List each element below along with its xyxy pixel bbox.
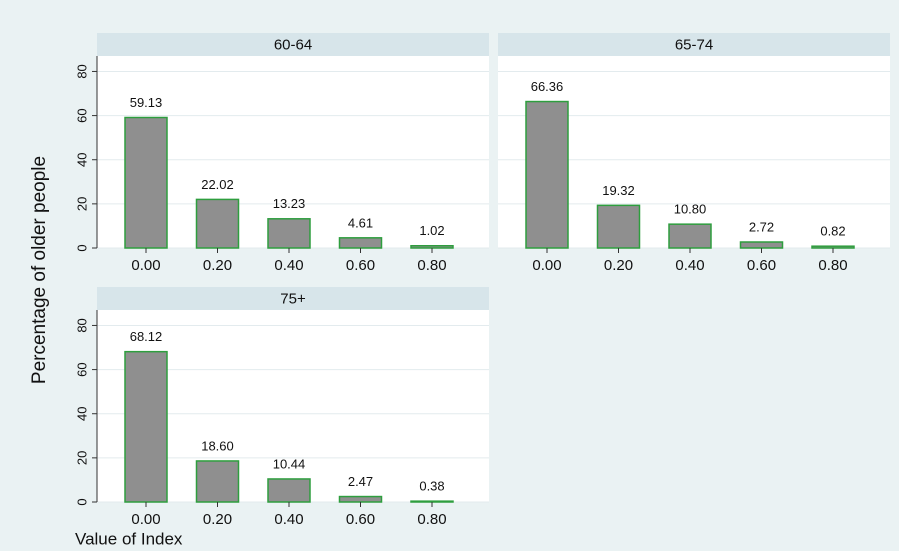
bar — [195, 460, 240, 503]
y-tick-label: 80 — [74, 318, 89, 332]
bar — [338, 237, 383, 249]
x-tick-label: 0.00 — [131, 257, 160, 274]
value-label: 1.02 — [419, 223, 444, 238]
y-tick-label: 60 — [74, 108, 89, 122]
bar — [525, 100, 569, 249]
value-label: 66.36 — [531, 79, 564, 94]
y-tick-label: 40 — [74, 406, 89, 420]
bar — [668, 223, 712, 249]
bar — [195, 198, 240, 249]
bar — [811, 245, 855, 249]
value-label: 18.60 — [201, 438, 234, 453]
x-tick-label: 0.20 — [203, 257, 232, 274]
x-tick-label: 0.00 — [532, 257, 561, 274]
x-tick-label: 0.60 — [346, 511, 375, 528]
value-label: 10.44 — [273, 456, 306, 471]
value-label: 0.82 — [820, 224, 845, 239]
bar — [739, 241, 784, 249]
y-tick-label: 80 — [74, 64, 89, 78]
bar — [124, 116, 168, 249]
value-label: 2.47 — [348, 474, 373, 489]
y-tick-label: 20 — [74, 197, 89, 211]
bar — [267, 478, 311, 503]
bar — [596, 204, 641, 249]
panel-title: 60-64 — [274, 36, 312, 53]
x-tick-label: 0.40 — [675, 257, 704, 274]
x-tick-label: 0.40 — [274, 257, 303, 274]
bar — [410, 500, 454, 503]
x-tick-label: 0.60 — [747, 257, 776, 274]
y-tick-label: 0 — [74, 498, 89, 505]
y-tick-label: 60 — [74, 362, 89, 376]
bar — [124, 350, 168, 503]
y-tick-label: 20 — [74, 451, 89, 465]
value-label: 0.38 — [419, 479, 444, 494]
strip — [97, 287, 489, 310]
panel-title: 75+ — [280, 290, 306, 307]
x-tick-label: 0.80 — [818, 257, 847, 274]
x-tick-label: 0.80 — [417, 511, 446, 528]
value-label: 59.13 — [130, 95, 163, 110]
y-tick-label: 40 — [74, 152, 89, 166]
x-tick-label: 0.40 — [274, 511, 303, 528]
x-tick-label: 0.60 — [346, 257, 375, 274]
value-label: 22.02 — [201, 177, 234, 192]
value-label: 19.32 — [602, 183, 635, 198]
value-label: 13.23 — [273, 196, 306, 211]
strip — [498, 33, 890, 56]
value-label: 4.61 — [348, 215, 373, 230]
strip — [97, 33, 489, 56]
panel-title: 65-74 — [675, 36, 713, 53]
x-tick-label: 0.80 — [417, 257, 446, 274]
y-tick-label: 0 — [74, 244, 89, 251]
bar — [267, 218, 311, 249]
x-tick-label: 0.20 — [604, 257, 633, 274]
value-label: 2.72 — [749, 219, 774, 234]
value-label: 10.80 — [674, 202, 707, 217]
value-label: 68.12 — [130, 329, 163, 344]
bar — [410, 244, 454, 249]
x-tick-label: 0.20 — [203, 511, 232, 528]
bar — [338, 495, 383, 503]
x-tick-label: 0.00 — [131, 511, 160, 528]
x-axis-label: Value of Index — [75, 529, 183, 548]
y-axis-label: Percentage of older people — [29, 156, 50, 384]
